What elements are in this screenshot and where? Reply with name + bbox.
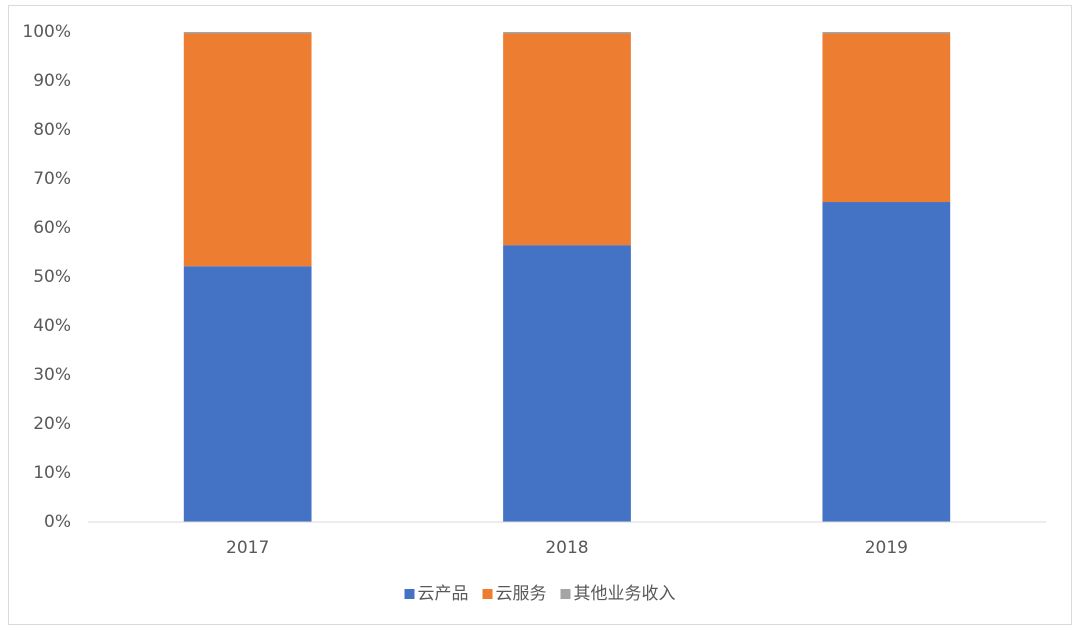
y-tick-label: 40% <box>33 316 71 336</box>
y-tick-label: 50% <box>33 267 71 287</box>
x-tick-label: 2019 <box>865 538 908 558</box>
bar-segment <box>183 266 312 522</box>
y-tick-label: 60% <box>33 218 71 238</box>
x-tick-label: 2018 <box>545 538 588 558</box>
bar-segment <box>183 33 312 267</box>
bar-segment <box>503 33 631 246</box>
legend-label: 其他业务收入 <box>574 584 676 604</box>
bar-segment <box>822 32 951 34</box>
y-tick-label: 100% <box>22 22 71 42</box>
y-tick-label: 90% <box>33 71 71 91</box>
legend-label: 云服务 <box>496 584 547 604</box>
bar-segment <box>183 32 312 34</box>
y-tick-label: 70% <box>33 169 71 189</box>
bar-segment <box>503 245 631 522</box>
legend-swatch <box>482 589 493 599</box>
y-tick-label: 0% <box>44 512 71 532</box>
bar-segment <box>822 33 951 203</box>
bar-segment <box>822 202 951 522</box>
legend-swatch <box>404 589 415 599</box>
y-tick-label: 80% <box>33 120 71 140</box>
legend-swatch <box>560 589 571 599</box>
y-tick-label: 10% <box>33 463 71 483</box>
x-tick-label: 2017 <box>226 538 269 558</box>
legend-label: 云产品 <box>418 584 469 604</box>
bar-segment <box>503 32 631 34</box>
y-tick-label: 30% <box>33 365 71 385</box>
y-tick-label: 20% <box>33 414 71 434</box>
